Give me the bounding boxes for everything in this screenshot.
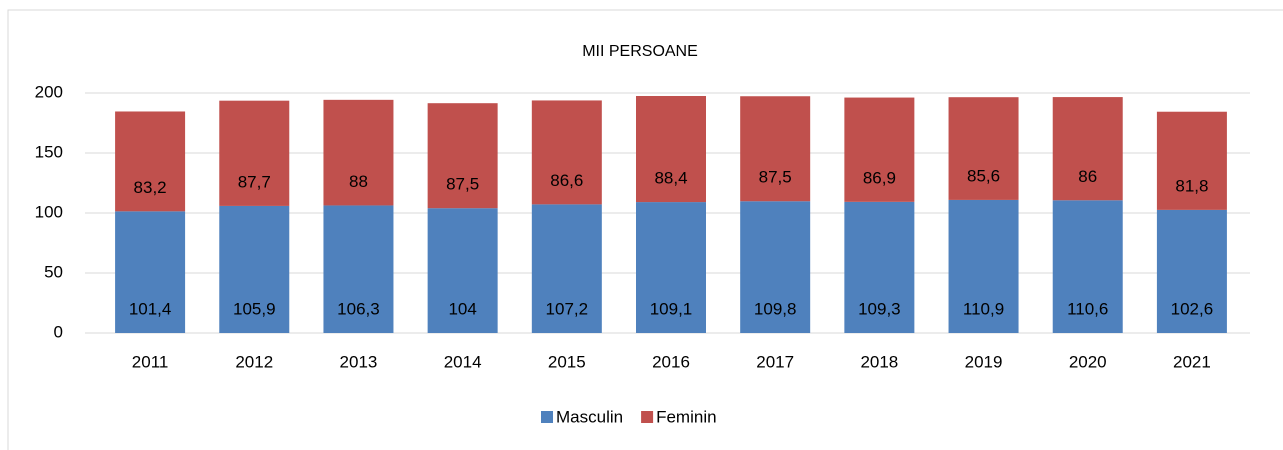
data-label: 109,1 [650, 299, 693, 318]
bar-segment [948, 97, 1019, 200]
data-label: 86 [1078, 167, 1097, 186]
bar-segment [531, 100, 602, 205]
bar-segment [427, 103, 498, 209]
x-tick-label: 2012 [235, 352, 273, 371]
bar-segment [1052, 97, 1123, 201]
bar-segment [948, 199, 1019, 333]
y-tick-label: 50 [44, 262, 63, 281]
data-label: 87,5 [446, 175, 479, 194]
bar-segment [219, 100, 290, 206]
data-label: 110,9 [963, 299, 1004, 318]
data-label: 101,4 [129, 299, 172, 318]
data-label: 86,9 [863, 168, 896, 187]
y-tick-label: 0 [54, 322, 63, 341]
data-label: 88,4 [654, 169, 687, 188]
data-label: 83,2 [134, 178, 167, 197]
bar-segment [115, 111, 186, 212]
x-tick-label: 2021 [1173, 352, 1211, 371]
x-tick-label: 2020 [1069, 352, 1107, 371]
x-tick-label: 2017 [756, 352, 794, 371]
legend-label: Feminin [656, 407, 716, 426]
bar-segment [844, 97, 915, 202]
data-label: 81,8 [1175, 176, 1208, 195]
data-label: 110,6 [1067, 299, 1108, 318]
data-label: 87,7 [238, 172, 271, 191]
data-label: 105,9 [233, 299, 276, 318]
x-tick-label: 2019 [965, 352, 1003, 371]
bar-segment [531, 204, 602, 333]
bar-segment [636, 96, 706, 203]
x-tick-label: 2014 [444, 352, 482, 371]
bar-segment [219, 205, 290, 333]
bar-segment [323, 99, 394, 206]
data-label: 88 [349, 172, 368, 191]
y-tick-label: 200 [35, 82, 63, 101]
y-tick-label: 100 [35, 202, 63, 221]
data-label: 109,8 [754, 299, 797, 318]
x-tick-label: 2013 [340, 352, 378, 371]
data-label: 106,3 [337, 299, 380, 318]
data-label: 86,6 [550, 171, 583, 190]
legend-label: Masculin [556, 407, 623, 426]
data-label: 107,2 [546, 299, 589, 318]
data-label: 87,5 [759, 168, 792, 187]
x-tick-label: 2011 [132, 352, 169, 371]
chart-border [7, 9, 1283, 450]
legend-swatch [641, 411, 654, 423]
bar-segment [740, 201, 811, 333]
data-label: 85,6 [967, 166, 1000, 185]
bar-segment [1052, 200, 1123, 333]
data-label: 102,6 [1171, 299, 1214, 318]
bar-segment [115, 211, 186, 333]
bar-segment [1156, 111, 1227, 210]
legend-swatch [541, 411, 553, 423]
data-label: 104 [448, 299, 476, 318]
bar-segment [427, 208, 498, 333]
bar-segment [740, 96, 811, 202]
bar-segment [844, 201, 915, 333]
bar-segment [1156, 209, 1227, 333]
x-tick-label: 2018 [860, 352, 898, 371]
y-tick-label: 150 [35, 142, 63, 161]
bar-segment [636, 202, 706, 333]
bar-segment [323, 205, 394, 333]
x-tick-label: 2015 [548, 352, 586, 371]
x-tick-label: 2016 [652, 352, 690, 371]
data-label: 109,3 [858, 299, 901, 318]
chart-title: MII PERSOANE [582, 43, 698, 60]
